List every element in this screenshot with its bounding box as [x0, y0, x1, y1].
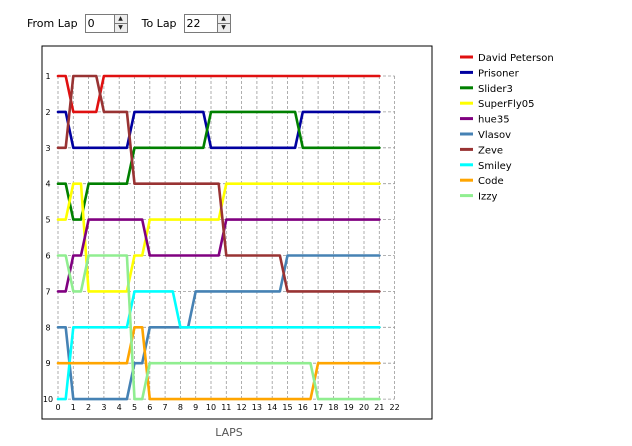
- series-line-david-peterson: [56, 74, 381, 114]
- legend-item: Smiley: [460, 161, 512, 172]
- lap-range-controls: From Lap ▲ ▼ To Lap ▲ ▼: [27, 12, 245, 34]
- series-line-superfly05: [56, 182, 381, 293]
- legend-item: Vlasov: [460, 130, 511, 141]
- x-tick-label: 18: [328, 403, 338, 412]
- legend-label: Slider3: [478, 84, 513, 95]
- x-tick-label: 11: [221, 403, 231, 412]
- x-tick-label: 8: [178, 403, 183, 412]
- series-line-code: [56, 325, 381, 401]
- arrow-down-icon: ▼: [221, 23, 226, 31]
- to-lap-spinner[interactable]: ▲ ▼: [183, 13, 231, 33]
- legend-label: hue35: [478, 115, 510, 126]
- legend-label: SuperFly05: [478, 99, 534, 110]
- legend-item: hue35: [460, 115, 510, 126]
- series-line-prisoner: [56, 110, 381, 150]
- x-tick-label: 6: [147, 403, 152, 412]
- to-lap-input[interactable]: [183, 13, 217, 33]
- from-lap-input[interactable]: [84, 13, 114, 33]
- chart-frame: [41, 45, 433, 420]
- to-lap-up-button[interactable]: ▲: [216, 13, 231, 24]
- legend-label: Prisoner: [478, 68, 520, 79]
- series-line-smiley: [56, 290, 381, 401]
- arrow-up-icon: ▲: [118, 14, 123, 22]
- x-tick-label: 12: [237, 403, 247, 412]
- legend-label: David Peterson: [478, 53, 554, 64]
- x-tick-label: 22: [390, 403, 400, 412]
- y-tick-label: 6: [45, 252, 50, 261]
- series-line-vlasov: [56, 254, 381, 401]
- y-tick-label: 3: [45, 144, 50, 153]
- x-tick-label: 1: [71, 403, 76, 412]
- x-tick-label: 9: [193, 403, 198, 412]
- series-line-zeve: [56, 74, 381, 293]
- x-tick-label: 13: [252, 403, 262, 412]
- legend-label: Zeve: [478, 145, 503, 156]
- x-tick-label: 3: [101, 403, 106, 412]
- x-tick-label: 20: [359, 403, 369, 412]
- legend-label: Code: [478, 176, 504, 187]
- to-lap-label: To Lap: [141, 16, 177, 30]
- x-tick-label: 10: [206, 403, 216, 412]
- x-tick-label: 19: [344, 403, 354, 412]
- x-tick-label: 7: [163, 403, 168, 412]
- tick-labels: 0 1 2 3 4 5 6 7 8 9 10 11 12 13 14 15 16 17 18 19 20 21 221234…: [43, 72, 400, 412]
- arrow-down-icon: ▼: [118, 23, 123, 31]
- y-tick-label: 10: [43, 395, 53, 404]
- legend-label: Izzy: [478, 192, 497, 203]
- x-tick-label: 21: [374, 403, 384, 412]
- x-tick-label: 15: [282, 403, 292, 412]
- series-line-izzy: [56, 254, 381, 401]
- y-tick-label: 8: [45, 323, 50, 332]
- x-tick-label: 17: [313, 403, 323, 412]
- legend-item: Prisoner: [460, 68, 520, 79]
- legend-item: David Peterson: [460, 53, 554, 64]
- from-lap-up-button[interactable]: ▲: [113, 13, 128, 24]
- legend-item: SuperFly05: [460, 99, 534, 110]
- legend-item: Izzy: [460, 192, 497, 203]
- legend-label: Vlasov: [478, 130, 511, 141]
- legend-item: Slider3: [460, 84, 513, 95]
- legend-item: Code: [460, 176, 504, 187]
- x-tick-label: 16: [298, 403, 308, 412]
- y-tick-label: 4: [45, 180, 50, 189]
- x-tick-label: 0: [55, 403, 60, 412]
- x-tick-label: 14: [267, 403, 277, 412]
- x-tick-label: 2: [86, 403, 91, 412]
- legend-item: Zeve: [460, 145, 503, 156]
- y-tick-label: 5: [45, 216, 50, 225]
- from-lap-down-button[interactable]: ▼: [113, 23, 128, 33]
- y-tick-label: 7: [45, 287, 50, 296]
- x-tick-label: 5: [132, 403, 137, 412]
- y-tick-label: 2: [45, 108, 50, 117]
- x-tick-label: 4: [117, 403, 122, 412]
- legend: David Peterson Prisoner Slider3 SuperFly05 h…: [460, 53, 554, 203]
- from-lap-spinner[interactable]: ▲ ▼: [84, 13, 128, 33]
- y-tick-label: 9: [45, 359, 50, 368]
- series-line-slider3: [56, 110, 381, 221]
- x-axis-title: LAPS: [215, 426, 243, 439]
- series-line-hue35: [56, 218, 381, 293]
- series-layer: [56, 74, 381, 401]
- to-lap-down-button[interactable]: ▼: [216, 23, 231, 33]
- y-tick-label: 1: [45, 72, 50, 81]
- from-lap-label: From Lap: [27, 16, 78, 30]
- legend-label: Smiley: [478, 161, 512, 172]
- arrow-up-icon: ▲: [221, 14, 226, 22]
